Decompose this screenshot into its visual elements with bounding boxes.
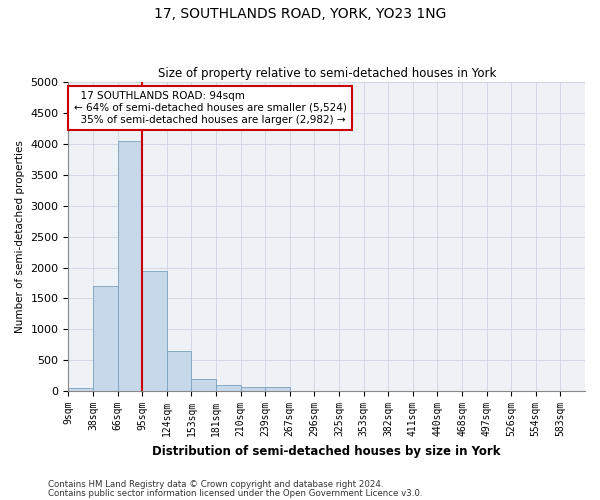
Bar — [167, 351, 191, 391]
Title: Size of property relative to semi-detached houses in York: Size of property relative to semi-detach… — [158, 66, 496, 80]
Bar — [265, 387, 290, 391]
Text: Contains HM Land Registry data © Crown copyright and database right 2024.: Contains HM Land Registry data © Crown c… — [48, 480, 383, 489]
Bar — [142, 270, 167, 391]
Text: 17 SOUTHLANDS ROAD: 94sqm
← 64% of semi-detached houses are smaller (5,524)
  35: 17 SOUTHLANDS ROAD: 94sqm ← 64% of semi-… — [74, 92, 346, 124]
Text: Contains public sector information licensed under the Open Government Licence v3: Contains public sector information licen… — [48, 489, 422, 498]
Bar — [93, 286, 118, 391]
X-axis label: Distribution of semi-detached houses by size in York: Distribution of semi-detached houses by … — [152, 444, 501, 458]
Bar — [68, 388, 93, 391]
Bar — [118, 141, 142, 391]
Bar — [241, 386, 265, 391]
Bar — [191, 379, 216, 391]
Y-axis label: Number of semi-detached properties: Number of semi-detached properties — [15, 140, 25, 333]
Bar — [216, 385, 241, 391]
Text: 17, SOUTHLANDS ROAD, YORK, YO23 1NG: 17, SOUTHLANDS ROAD, YORK, YO23 1NG — [154, 8, 446, 22]
